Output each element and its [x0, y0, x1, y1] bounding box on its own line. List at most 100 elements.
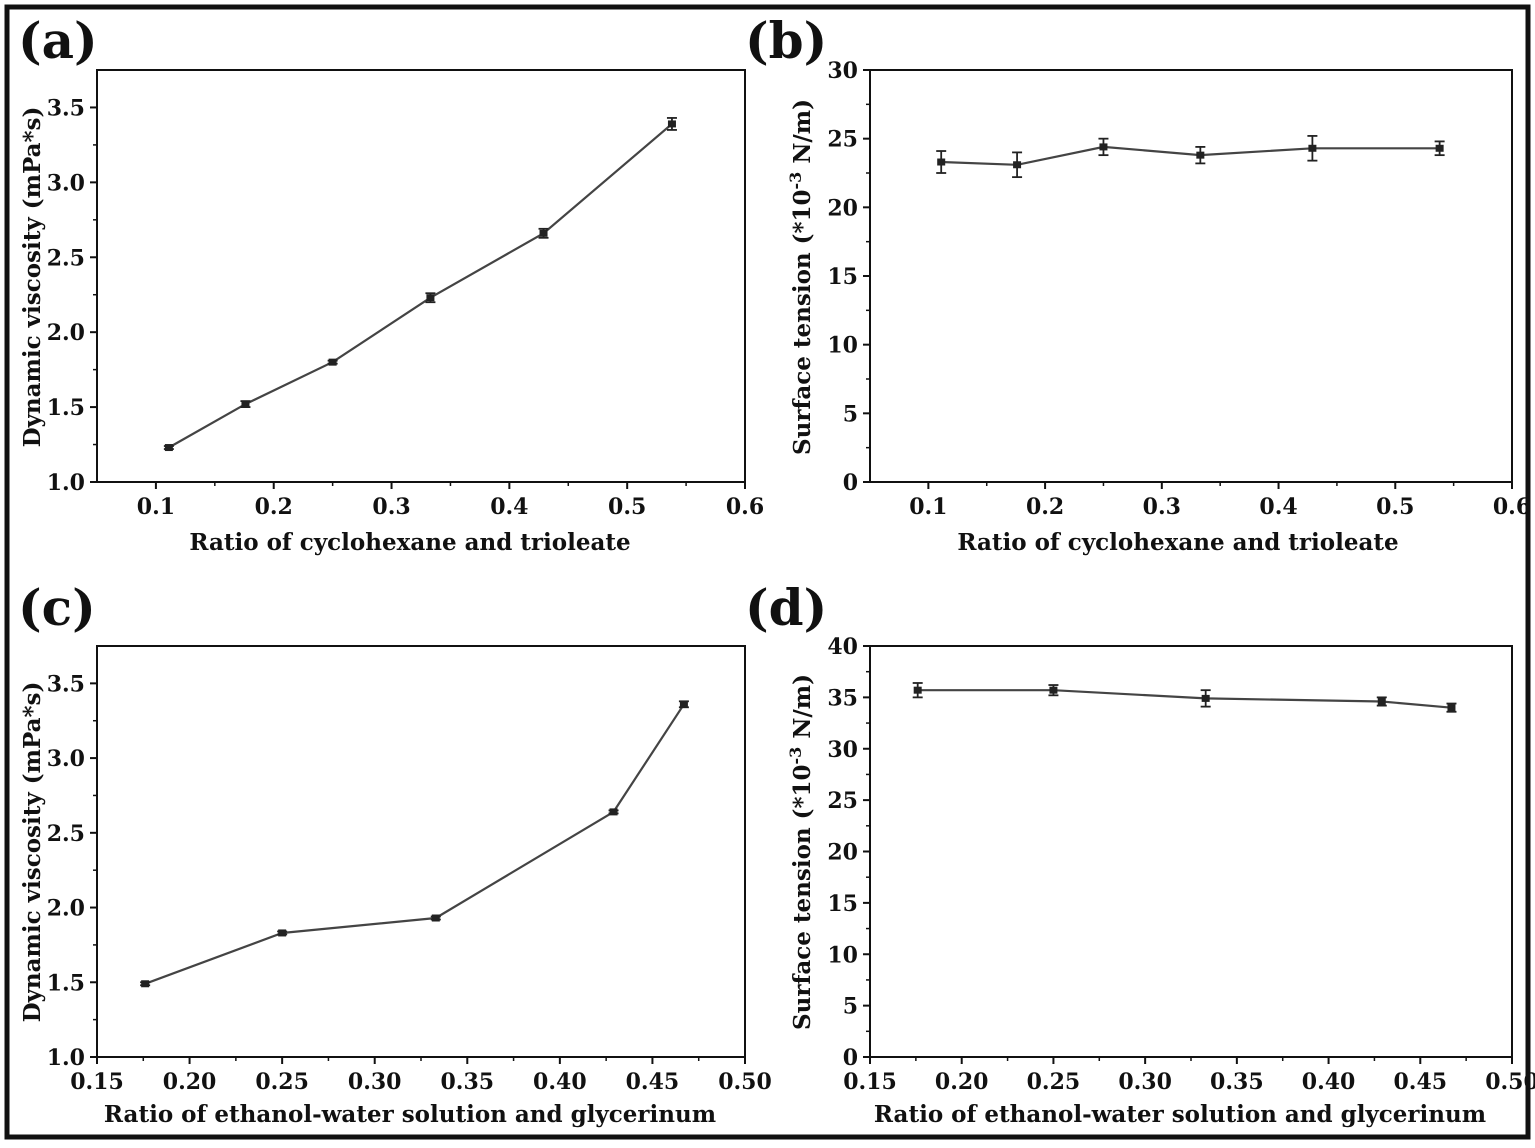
- panel-c-series-line: [144, 703, 685, 985]
- panel-b-y-tick-label: 10: [827, 333, 858, 359]
- panel-b-label: (b): [745, 11, 827, 70]
- panel-b-y-tick-label: 5: [843, 401, 858, 427]
- panel-c-x-tick-label: 0.35: [440, 1069, 494, 1095]
- panel-b-y-tick-label: 30: [827, 58, 858, 84]
- panel-b-y-tick-label: 25: [827, 127, 858, 153]
- panel-d-plot: 0.15 0.20 0.25 0.30 0.35 0.40 0.45 0.50 0 5 10 15 20…: [827, 634, 1535, 1095]
- panel-a-x-tick-label: 0.2: [255, 494, 293, 520]
- panel-a-series-line: [168, 123, 673, 449]
- panel-a-data-point: [539, 229, 548, 237]
- panel-c-x-tick-label: 0.45: [626, 1069, 680, 1095]
- panel-b-x-tick-label: 0.4: [1259, 494, 1297, 520]
- panel-a-label: (a): [18, 11, 98, 70]
- panel-d-y-axis-title-main: Surface tension (*10: [789, 764, 816, 1030]
- panel-d-x-tick-label: 0.40: [1302, 1069, 1356, 1095]
- panel-c-x-tick-label: 0.50: [718, 1069, 772, 1095]
- panel-a-data-point: [667, 120, 676, 128]
- panel-c-y-tick-label: 1.5: [47, 970, 85, 996]
- figure-frame: [4, 4, 1531, 1140]
- panel-b-y-axis-title-main: Surface tension (*10: [789, 189, 816, 455]
- panel-d-y-tick-label: 5: [843, 994, 858, 1020]
- panel-d-data-point: [1049, 686, 1058, 694]
- panel-a-data-point: [241, 400, 250, 408]
- panel-a: (a) Ratio of cyclohexane and trioleate D…: [18, 11, 764, 556]
- panel-d-x-tick-label: 0.45: [1393, 1069, 1447, 1095]
- panel-b: (b) Ratio of cyclohexane and trioleate S…: [745, 11, 1531, 556]
- panel-b-plot: 0.1 0.2 0.3 0.4 0.5 0.6 0 5 10 15 20 25 30: [827, 58, 1531, 520]
- panel-d-y-axis-title: Surface tension (*10-3 N/m): [786, 674, 816, 1030]
- panel-a-plot-frame: [96, 69, 746, 483]
- panel-a-data-point: [164, 444, 173, 452]
- panel-c-data-point: [141, 980, 150, 988]
- panel-b-data-point: [1196, 151, 1205, 159]
- panel-b-data-point: [1099, 143, 1108, 151]
- panel-a-x-tick-label: 0.3: [372, 494, 410, 520]
- panel-a-x-tick-label: 0.5: [608, 494, 646, 520]
- panel-d-data-point: [1201, 694, 1210, 702]
- panel-d-data-point: [1447, 704, 1456, 712]
- panel-d-x-tick-label: 0.50: [1485, 1069, 1535, 1095]
- panel-c-plot: 0.15 0.20 0.25 0.30 0.35 0.40 0.45 0.50 1.0 1.5 2.…: [47, 645, 772, 1095]
- panel-d: (d) Ratio of ethanol-water solution and …: [745, 578, 1535, 1128]
- panel-d-y-tick-label: 25: [827, 788, 858, 814]
- panel-a-y-tick-label: 1.0: [47, 470, 85, 496]
- panel-d-plot-frame: [869, 645, 1513, 1058]
- panel-a-data-point: [328, 358, 337, 366]
- panel-c-y-tick-label: 2.5: [47, 821, 85, 847]
- panel-a-x-tick-label: 0.1: [137, 494, 175, 520]
- panel-b-x-tick-label: 0.3: [1143, 494, 1181, 520]
- panel-b-data-point: [1013, 161, 1022, 169]
- panel-c-label: (c): [18, 578, 96, 637]
- panel-d-y-tick-label: 10: [827, 942, 858, 968]
- panel-b-data-point: [937, 158, 946, 166]
- panel-c-x-tick-label: 0.20: [163, 1069, 217, 1095]
- panel-b-x-axis-title: Ratio of cyclohexane and trioleate: [957, 529, 1398, 556]
- panel-d-label: (d): [745, 578, 827, 637]
- panel-a-x-tick-label: 0.6: [726, 494, 764, 520]
- panel-b-x-tick-label: 0.6: [1493, 494, 1531, 520]
- panel-c-y-tick-label: 2.0: [47, 896, 85, 922]
- panel-d-x-tick-label: 0.15: [843, 1069, 897, 1095]
- panel-c-x-axis-title: Ratio of ethanol-water solution and glyc…: [104, 1101, 716, 1128]
- panel-c-x-tick-label: 0.15: [70, 1069, 124, 1095]
- panel-c-data-point: [278, 929, 287, 937]
- panel-c-y-tick-label: 3.0: [47, 746, 85, 772]
- panel-d-x-tick-label: 0.30: [1118, 1069, 1172, 1095]
- panel-a-y-axis-title: Dynamic viscosity (mPa*s): [19, 107, 46, 448]
- panel-d-y-tick-label: 0: [843, 1045, 858, 1071]
- panel-d-y-tick-label: 35: [827, 685, 858, 711]
- panel-c-data-point: [679, 700, 688, 708]
- panel-b-y-tick-label: 20: [827, 195, 858, 221]
- panel-d-y-axis-title-sup: -3: [786, 747, 805, 765]
- panel-a-y-tick-label: 2.5: [47, 245, 85, 271]
- panel-c-data-point: [609, 808, 618, 816]
- panel-a-x-tick-label: 0.4: [490, 494, 528, 520]
- panel-d-y-tick-label: 30: [827, 737, 858, 763]
- panel-c-x-tick-label: 0.30: [348, 1069, 402, 1095]
- panel-d-x-axis-title: Ratio of ethanol-water solution and glyc…: [874, 1101, 1486, 1128]
- panel-c-y-axis-title: Dynamic viscosity (mPa*s): [19, 682, 46, 1023]
- panel-c-data-point: [431, 914, 440, 922]
- panel-b-y-axis-title: Surface tension (*10-3 N/m): [786, 99, 816, 455]
- panel-a-x-axis-title: Ratio of cyclohexane and trioleate: [189, 529, 630, 556]
- panel-b-data-point: [1308, 144, 1317, 152]
- panel-b-x-tick-label: 0.2: [1026, 494, 1064, 520]
- panel-b-plot-frame: [869, 69, 1513, 483]
- panel-b-y-axis-title-end: N/m): [789, 99, 816, 172]
- panel-c-y-tick-label: 1.0: [47, 1045, 85, 1071]
- panel-d-y-tick-label: 20: [827, 840, 858, 866]
- panel-d-x-tick-label: 0.35: [1210, 1069, 1264, 1095]
- panel-d-y-tick-label: 40: [827, 634, 858, 660]
- panel-d-series-line: [917, 689, 1452, 709]
- panel-d-x-tick-label: 0.25: [1027, 1069, 1081, 1095]
- panel-a-y-tick-label: 1.5: [47, 395, 85, 421]
- panel-d-data-point: [913, 686, 922, 694]
- panel-b-x-tick-label: 0.1: [909, 494, 947, 520]
- panel-d-y-tick-label: 15: [827, 891, 858, 917]
- panel-a-plot: 0.1 0.2 0.3 0.4 0.5 0.6 1.0 1.5 2.0 2.5 3.0 3.5: [47, 69, 764, 520]
- panel-d-data-point: [1377, 697, 1386, 705]
- panel-b-y-tick-label: 15: [827, 264, 858, 290]
- panel-a-y-tick-label: 2.0: [47, 320, 85, 346]
